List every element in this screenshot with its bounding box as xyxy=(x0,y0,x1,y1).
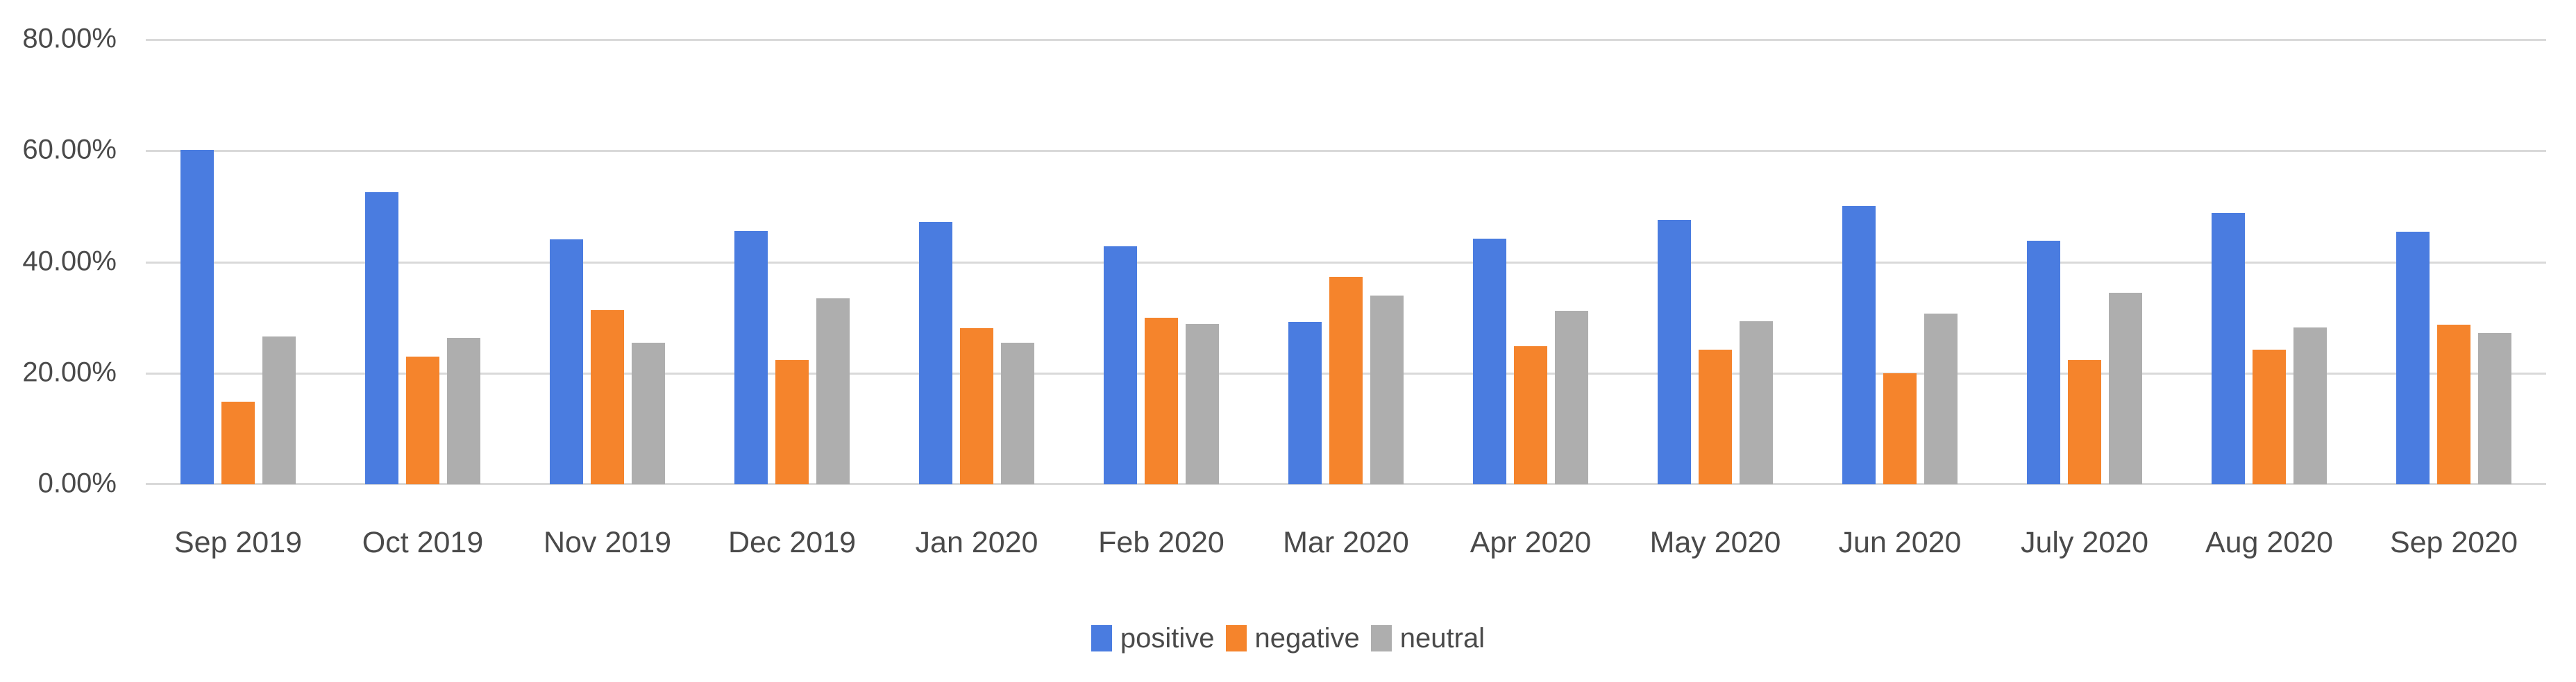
bar-positive-nov-2019 xyxy=(550,239,583,484)
bar-positive-jan-2020 xyxy=(919,221,952,484)
bar-group-sep-2020 xyxy=(2362,40,2546,484)
bar-negative-nov-2019 xyxy=(591,310,624,484)
gridline xyxy=(146,150,2546,153)
bar-neutral-jun-2020 xyxy=(1924,314,1958,484)
bar-group-aug-2020 xyxy=(2177,40,2362,484)
bar-negative-aug-2020 xyxy=(2253,350,2286,484)
y-axis-tick-label: 0.00% xyxy=(37,468,117,499)
x-axis-label: Dec 2019 xyxy=(727,526,857,559)
bar-group-nov-2019 xyxy=(515,40,700,484)
bar-negative-jan-2020 xyxy=(960,327,993,484)
bar-group-mar-2020 xyxy=(1254,40,1438,484)
bar-neutral-may-2020 xyxy=(1740,321,1773,484)
bar-positive-dec-2019 xyxy=(734,231,768,484)
bar-negative-apr-2020 xyxy=(1514,346,1547,484)
x-axis-label: Mar 2020 xyxy=(1283,526,1409,559)
bar-negative-mar-2020 xyxy=(1329,277,1363,484)
plot-area xyxy=(146,39,2546,485)
bar-positive-feb-2020 xyxy=(1104,246,1137,484)
legend-label-neutral: neutral xyxy=(1399,622,1485,654)
x-axis-label: Aug 2020 xyxy=(2205,526,2334,559)
bar-positive-may-2020 xyxy=(1658,219,1691,484)
bar-group-sep-2019 xyxy=(146,40,330,484)
bar-neutral-sep-2020 xyxy=(2478,333,2511,484)
legend-item-negative: negative xyxy=(1225,622,1360,654)
bar-negative-may-2020 xyxy=(1699,350,1732,484)
bar-neutral-feb-2020 xyxy=(1186,324,1219,484)
legend-label-positive: positive xyxy=(1120,622,1215,654)
gridline xyxy=(146,261,2546,264)
bar-group-jan-2020 xyxy=(884,40,1069,484)
y-axis-tick-label: 40.00% xyxy=(22,246,117,277)
bar-negative-jun-2020 xyxy=(1883,373,1917,484)
bar-neutral-jan-2020 xyxy=(1001,342,1034,484)
legend-swatch-negative xyxy=(1225,625,1247,651)
bar-positive-july-2020 xyxy=(2027,241,2060,484)
legend-swatch-positive xyxy=(1091,625,1112,651)
bar-neutral-dec-2019 xyxy=(816,298,850,484)
bar-neutral-aug-2020 xyxy=(2293,327,2327,484)
x-axis-label: Oct 2019 xyxy=(362,526,484,559)
bar-positive-sep-2019 xyxy=(180,149,214,484)
bar-negative-feb-2020 xyxy=(1145,317,1178,484)
y-axis-tick-label: 80.00% xyxy=(22,23,117,54)
y-axis: 80.00% 60.00% 40.00% 20.00% 0.00% xyxy=(0,24,146,499)
bar-group-july-2020 xyxy=(1992,40,2177,484)
x-axis-label: July 2020 xyxy=(2020,526,2149,559)
bar-positive-sep-2020 xyxy=(2396,232,2430,484)
bar-neutral-sep-2019 xyxy=(262,336,296,484)
bar-positive-apr-2020 xyxy=(1473,238,1506,484)
bar-positive-aug-2020 xyxy=(2212,213,2245,484)
legend-label-negative: negative xyxy=(1254,622,1360,654)
x-axis-label: May 2020 xyxy=(1649,526,1781,559)
x-axis-label: Sep 2020 xyxy=(2389,526,2518,559)
bar-negative-july-2020 xyxy=(2068,360,2101,484)
x-axis-label: Feb 2020 xyxy=(1098,526,1224,559)
bar-neutral-july-2020 xyxy=(2109,292,2142,484)
bar-negative-oct-2019 xyxy=(406,356,439,484)
bar-neutral-apr-2020 xyxy=(1555,311,1588,484)
x-axis-label: Jun 2020 xyxy=(1838,526,1962,559)
x-axis-label: Apr 2020 xyxy=(1470,526,1592,559)
x-axis-label: Jan 2020 xyxy=(915,526,1038,559)
y-axis-tick-label: 20.00% xyxy=(22,357,117,388)
legend-swatch-neutral xyxy=(1370,625,1392,651)
bar-positive-oct-2019 xyxy=(365,192,398,484)
bar-positive-mar-2020 xyxy=(1288,322,1322,484)
bar-group-feb-2020 xyxy=(1069,40,1254,484)
bar-group-oct-2019 xyxy=(330,40,515,484)
x-axis: Sep 2019 Oct 2019 Nov 2019 Dec 2019 Jan 2020… xyxy=(146,522,2546,563)
legend-item-positive: positive xyxy=(1091,623,1215,654)
gridline xyxy=(146,39,2546,41)
bar-group-jun-2020 xyxy=(1808,40,1992,484)
bar-neutral-oct-2019 xyxy=(447,338,480,484)
bar-group-may-2020 xyxy=(1623,40,1808,484)
bar-group-dec-2019 xyxy=(700,40,884,484)
y-axis-tick-label: 60.00% xyxy=(22,134,117,165)
bar-neutral-mar-2020 xyxy=(1370,295,1404,484)
bar-negative-sep-2019 xyxy=(221,402,255,484)
x-axis-label: Nov 2019 xyxy=(543,526,672,559)
x-axis-label: Sep 2019 xyxy=(174,526,303,559)
bar-group-apr-2020 xyxy=(1438,40,1623,484)
bar-positive-jun-2020 xyxy=(1842,205,1876,484)
legend: positive negative neutral xyxy=(0,621,2576,656)
bar-negative-dec-2019 xyxy=(775,360,809,484)
bar-negative-sep-2020 xyxy=(2437,325,2470,484)
legend-item-neutral: neutral xyxy=(1370,622,1485,654)
bars-layer xyxy=(146,40,2546,484)
bar-neutral-nov-2019 xyxy=(632,343,665,484)
